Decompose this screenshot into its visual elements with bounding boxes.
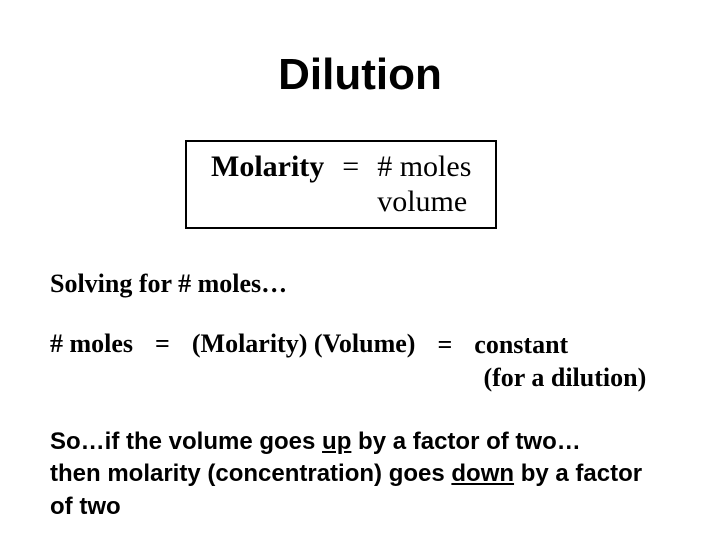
conclusion-line-2: then molarity (concentration) goes down … [50, 458, 670, 523]
slide: Dilution Molarity = # moles volume Solvi… [0, 0, 720, 540]
conclusion: So…if the volume goes up by a factor of … [50, 426, 670, 523]
conclusion-line-1: So…if the volume goes up by a factor of … [50, 426, 670, 458]
conclusion-1b: by a factor of two… [351, 428, 580, 455]
page-title: Dilution [50, 50, 670, 100]
formula-rhs-denominator: volume [377, 185, 471, 220]
eq-lhs: # moles [50, 329, 133, 359]
conclusion-up: up [322, 428, 351, 455]
eq-rhs-block: = constant (for a dilution) [437, 329, 646, 394]
conclusion-down: down [451, 460, 514, 487]
eq-rhs-top: constant [474, 329, 568, 362]
formula-rhs-numerator: # moles [377, 150, 471, 185]
formula-equals: = [342, 150, 359, 184]
conclusion-2a: then molarity (concentration) goes [50, 460, 451, 487]
molarity-formula-box: Molarity = # moles volume [185, 140, 497, 229]
eq-equals-2: = [437, 329, 452, 362]
solving-text: Solving for # moles… [50, 269, 670, 299]
eq-rhs-bottom: (for a dilution) [483, 362, 646, 395]
eq-mid: (Molarity) (Volume) [192, 329, 416, 359]
moles-equation: # moles = (Molarity) (Volume) = constant… [50, 329, 670, 394]
eq-equals-1: = [155, 329, 170, 359]
conclusion-1a: So…if the volume goes [50, 428, 322, 455]
molarity-formula: Molarity = # moles volume [211, 150, 471, 219]
formula-lhs: Molarity [211, 150, 324, 184]
formula-rhs: # moles volume [377, 150, 471, 219]
